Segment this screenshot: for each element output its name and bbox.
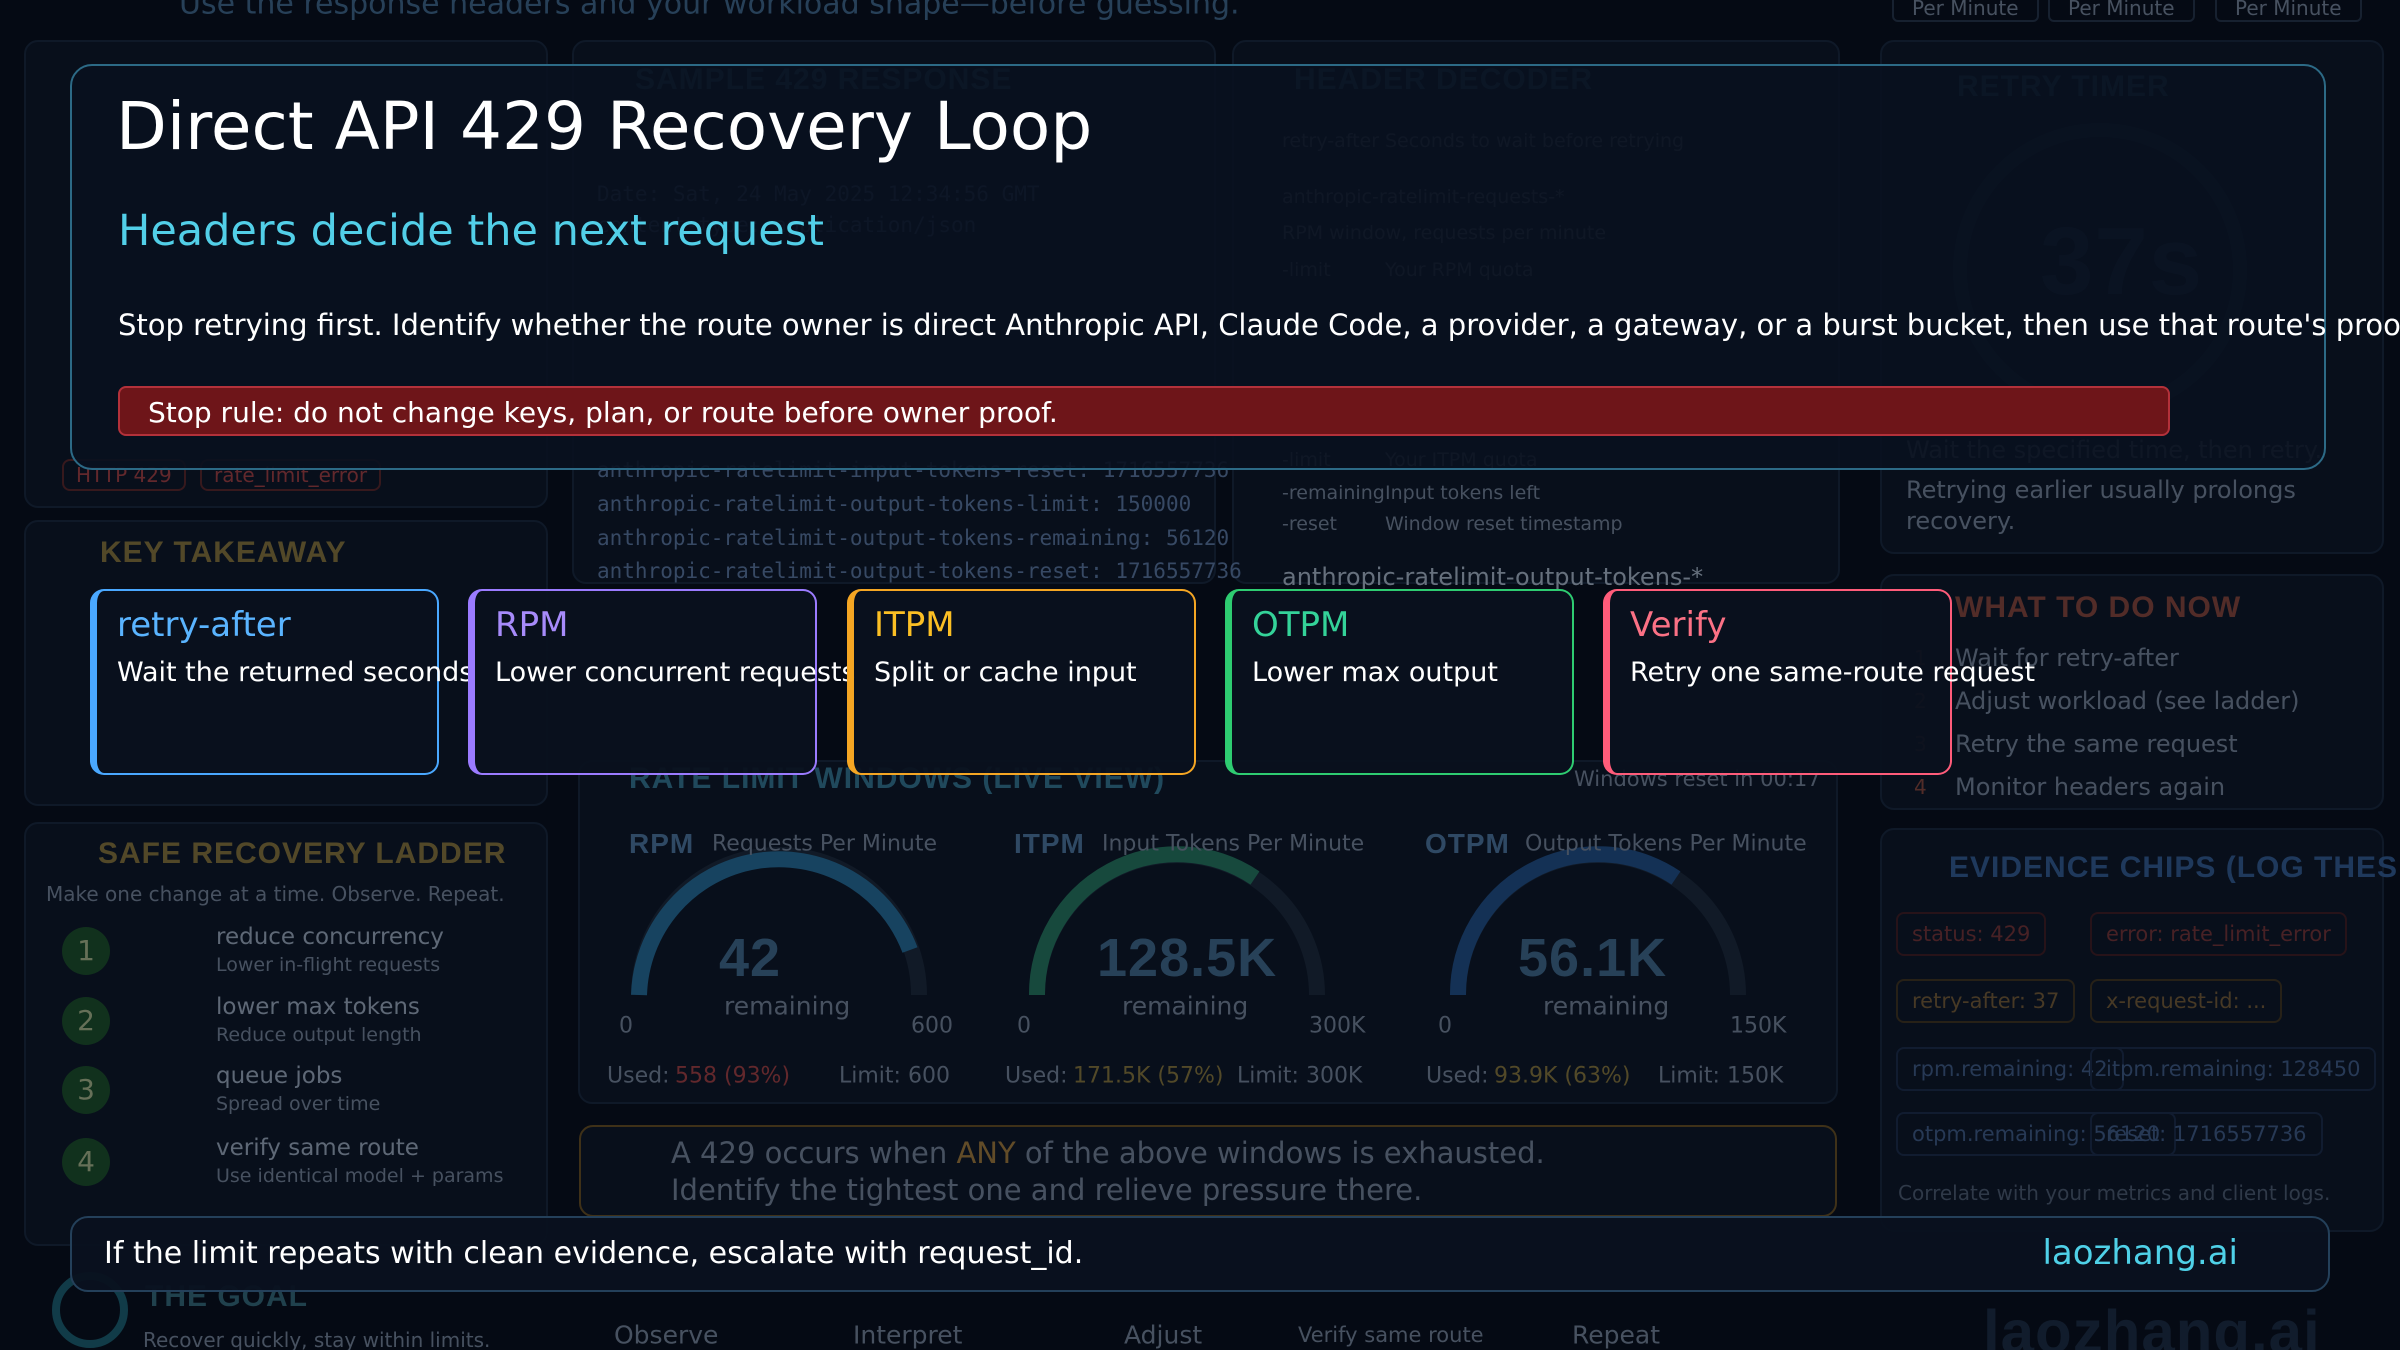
- step-text: Lower max output: [1252, 657, 1498, 688]
- step-title: OTPM: [1252, 605, 1350, 645]
- footer-brand: laozhang.ai: [2042, 1233, 2238, 1273]
- step-text: Wait the returned seconds: [117, 657, 474, 688]
- card-subtitle: Headers decide the next request: [118, 206, 825, 256]
- step-card: ITPM Split or cache input: [847, 589, 1196, 775]
- summary-card: Direct API 429 Recovery Loop Headers dec…: [70, 64, 2400, 470]
- step-card: retry-after Wait the returned seconds: [90, 589, 473, 775]
- step-text: Retry one same-route request: [1630, 657, 2036, 688]
- card-title: Direct API 429 Recovery Loop: [116, 88, 1093, 165]
- stop-rule-bar: Stop rule: do not change keys, plan, or …: [118, 386, 2170, 436]
- step-card: Verify Retry one same-route request: [1603, 589, 2035, 775]
- footer-bar: If the limit repeats with clean evidence…: [70, 1216, 2330, 1292]
- step-title: Verify: [1630, 605, 1727, 645]
- step-text: Lower concurrent requests: [495, 657, 856, 688]
- step-title: RPM: [495, 605, 569, 645]
- stop-rule: Stop rule: do not change keys, plan, or …: [148, 396, 1058, 429]
- step-text: Split or cache input: [874, 657, 1137, 688]
- step-card: OTPM Lower max output: [1225, 589, 1574, 775]
- step-title: retry-after: [117, 605, 291, 645]
- card-body: Stop retrying first. Identify whether th…: [118, 308, 2400, 342]
- step-card: RPM Lower concurrent requests: [468, 589, 856, 775]
- footer-text: If the limit repeats with clean evidence…: [104, 1236, 1084, 1271]
- step-title: ITPM: [874, 605, 955, 645]
